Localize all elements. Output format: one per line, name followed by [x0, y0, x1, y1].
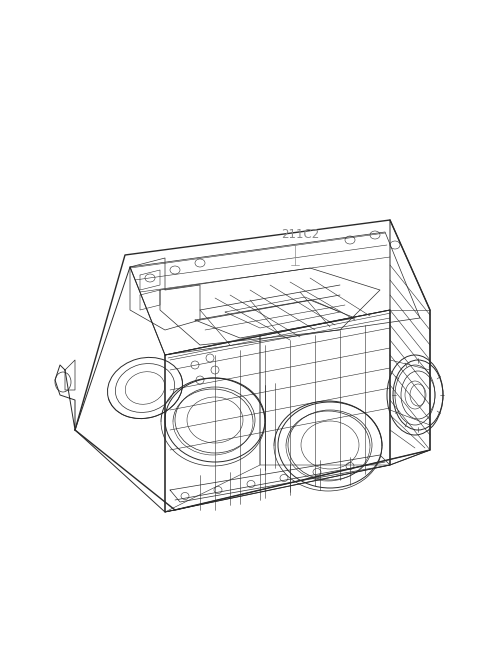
Text: 211C2: 211C2 — [281, 229, 319, 242]
